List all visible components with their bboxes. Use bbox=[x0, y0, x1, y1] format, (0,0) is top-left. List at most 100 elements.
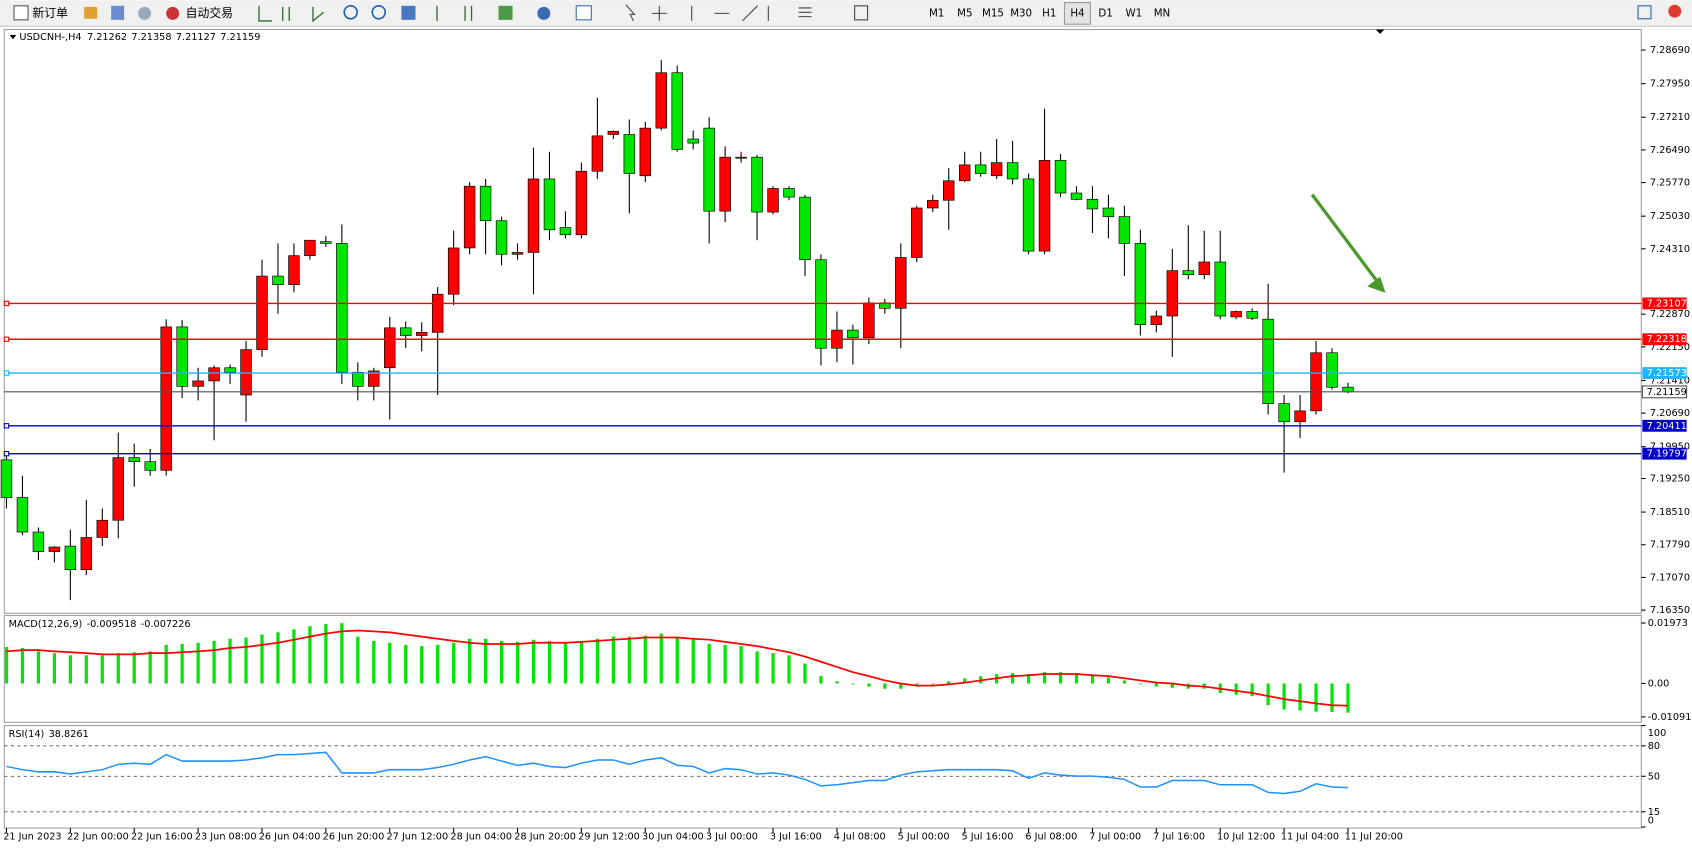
candle-body bbox=[527, 178, 540, 253]
auto-trade-icon[interactable] bbox=[166, 6, 180, 20]
timeframe-bar: M1 M5 M15 M30 H1 H4 D1 W1 MN bbox=[929, 2, 1171, 25]
candle-body bbox=[1086, 199, 1099, 210]
rsi-name: RSI(14) bbox=[9, 729, 45, 740]
candle-body bbox=[96, 519, 109, 538]
period-icon[interactable] bbox=[537, 6, 551, 20]
candle-body bbox=[240, 349, 252, 396]
candle-body bbox=[990, 162, 1003, 177]
price-label-box bbox=[1641, 385, 1688, 399]
x-tick-label: 7 Jul 16:00 bbox=[1153, 832, 1205, 843]
timeframe-button[interactable]: D1 bbox=[1098, 7, 1112, 19]
toolbar-bg bbox=[0, 0, 1692, 27]
scroll-icons[interactable] bbox=[436, 5, 473, 21]
candle-body bbox=[224, 367, 236, 373]
y-tick-label: 7.24310 bbox=[1650, 244, 1690, 255]
candle-body bbox=[575, 170, 588, 236]
indicator-icon[interactable] bbox=[498, 5, 513, 20]
x-tick-label: 11 Jul 04:00 bbox=[1281, 832, 1339, 843]
y-tick-label: 7.28690 bbox=[1650, 45, 1690, 56]
candle-body bbox=[927, 199, 939, 209]
header-high: 7.21358 bbox=[131, 32, 171, 43]
y-tick-label: 7.25770 bbox=[1650, 178, 1690, 189]
tile-icon[interactable] bbox=[401, 5, 416, 20]
candle-body bbox=[1070, 192, 1083, 200]
level-anchor bbox=[3, 300, 10, 307]
text-label-tool[interactable] bbox=[854, 5, 869, 21]
search-icon[interactable] bbox=[1637, 5, 1652, 20]
toolbar-icon[interactable] bbox=[111, 5, 125, 20]
arrow-shaft bbox=[1310, 193, 1379, 282]
level-anchor bbox=[3, 336, 10, 342]
zoom-out-icon[interactable] bbox=[371, 5, 387, 20]
timeframe-button[interactable]: M15 bbox=[982, 7, 1004, 19]
toolbar-icon[interactable] bbox=[138, 6, 152, 20]
notification-badge[interactable] bbox=[1668, 4, 1682, 18]
macd-histogram-last: -0.009518 bbox=[87, 619, 137, 630]
auto-trade-button[interactable]: 自动交易 bbox=[186, 6, 233, 20]
new-order-icon[interactable] bbox=[13, 5, 29, 21]
candle-body bbox=[352, 371, 364, 387]
candle-body bbox=[336, 243, 348, 373]
candle-body bbox=[1134, 243, 1147, 325]
macd-signal-line bbox=[6, 629, 1349, 707]
candle-body bbox=[32, 531, 45, 552]
y-tick-label: 7.17790 bbox=[1650, 540, 1690, 551]
candle-body bbox=[256, 275, 268, 350]
candle-body bbox=[1182, 270, 1195, 276]
candle-body bbox=[112, 457, 124, 521]
candle-body bbox=[176, 326, 188, 387]
template-icon[interactable] bbox=[575, 5, 592, 21]
timeframe-button[interactable]: M5 bbox=[957, 7, 972, 19]
timeframe-button[interactable]: H4 bbox=[1070, 7, 1084, 19]
candle-body bbox=[431, 293, 444, 333]
y-tick-label: 7.27950 bbox=[1650, 79, 1690, 90]
timeframe-button[interactable]: M1 bbox=[929, 7, 944, 19]
zoom-in-icon[interactable] bbox=[343, 5, 358, 20]
candle-body bbox=[639, 127, 652, 177]
candle-body bbox=[511, 252, 524, 255]
candle-body bbox=[591, 135, 604, 172]
candle-body bbox=[799, 196, 811, 261]
y-tick-label: 80 bbox=[1648, 741, 1660, 752]
chart-type-icons[interactable] bbox=[258, 5, 325, 23]
x-tick-label: 7 Jul 00:00 bbox=[1089, 832, 1141, 843]
x-tick-label: 3 Jul 16:00 bbox=[770, 832, 822, 843]
macd-signal-last: -0.007226 bbox=[141, 619, 191, 630]
new-order-button[interactable]: 新订单 bbox=[32, 6, 68, 20]
toolbar-icon[interactable] bbox=[84, 6, 98, 19]
level-label: 7.21573 bbox=[1647, 368, 1687, 379]
timeframe-button[interactable]: MN bbox=[1154, 7, 1171, 19]
drawing-tools[interactable] bbox=[625, 4, 812, 22]
y-tick-label: 7.21410 bbox=[1650, 375, 1690, 386]
candle-body bbox=[144, 461, 156, 471]
level-label: 7.20411 bbox=[1647, 421, 1687, 432]
candle-body bbox=[767, 188, 779, 213]
x-tick-label: 28 Jun 20:00 bbox=[514, 832, 576, 843]
shift-marker bbox=[1375, 29, 1385, 34]
level-label-box bbox=[1642, 447, 1687, 460]
timeframe-button[interactable]: H1 bbox=[1042, 7, 1056, 19]
timeframe-button[interactable]: M30 bbox=[1010, 7, 1032, 19]
candle-body bbox=[958, 164, 971, 182]
candle-body bbox=[655, 72, 667, 129]
level-anchor bbox=[3, 423, 10, 429]
candle-body bbox=[80, 537, 93, 571]
candle-body bbox=[543, 178, 556, 231]
x-tick-label: 30 Jun 04:00 bbox=[642, 832, 704, 843]
level-label: 7.23107 bbox=[1647, 298, 1687, 309]
candle-body bbox=[863, 302, 875, 339]
chart-area: 7.28690 7.27950 7.27210 7.26490 7.25770 7.250… bbox=[0, 29, 1692, 843]
candle-body bbox=[1166, 270, 1179, 317]
candle-body bbox=[1038, 160, 1051, 252]
candle-body bbox=[1326, 352, 1338, 388]
level-label-box bbox=[1642, 297, 1687, 310]
level-anchor bbox=[3, 370, 10, 376]
candle-body bbox=[48, 546, 61, 552]
candle-body bbox=[16, 497, 29, 533]
candle-body bbox=[1214, 261, 1226, 317]
y-tick-label: 7.19950 bbox=[1650, 442, 1690, 453]
rsi-panel bbox=[3, 725, 1642, 829]
timeframe-button[interactable]: W1 bbox=[1125, 7, 1142, 19]
